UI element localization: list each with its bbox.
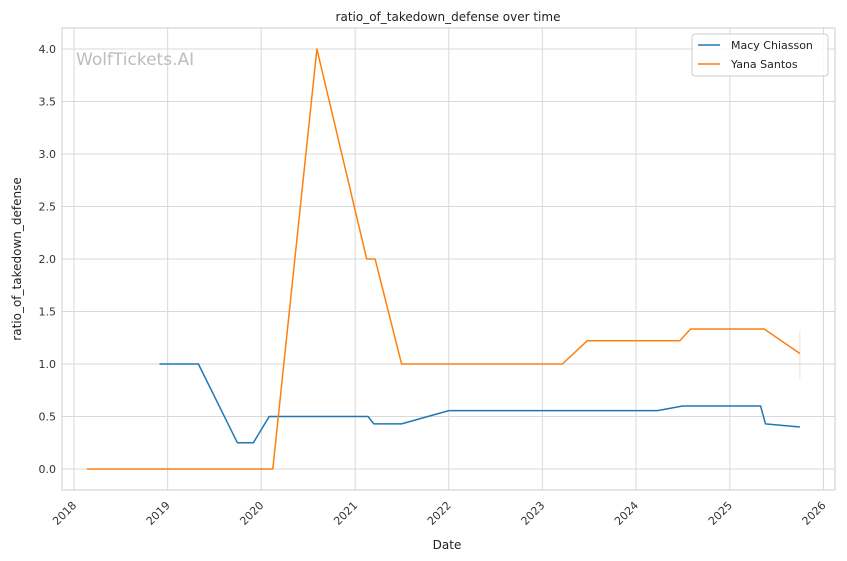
x-tick-label: 2023 [518, 499, 547, 528]
y-tick-label: 3.5 [39, 96, 57, 109]
watermark-logo: WolfTickets.AI [76, 50, 194, 70]
y-tick-label: 2.0 [39, 253, 57, 266]
x-tick-label: 2022 [425, 499, 454, 528]
series-layer [86, 48, 801, 470]
x-tick-label: 2018 [50, 499, 79, 528]
chart-title: ratio_of_takedown_defense over time [336, 10, 561, 24]
y-tick-label: 1.5 [39, 306, 57, 319]
y-tick-label: 3.0 [39, 148, 57, 161]
y-tick-label: 4.0 [39, 43, 57, 56]
x-axis-label: Date [433, 538, 462, 552]
y-tick-label: 2.5 [39, 201, 57, 214]
x-tick-label: 2024 [612, 499, 641, 528]
y-tick-label: 0.0 [39, 463, 57, 476]
x-tick-label: 2021 [331, 499, 360, 528]
legend-label-macy-chiasson: Macy Chiasson [731, 39, 813, 52]
legend: Macy Chiasson Yana Santos [691, 33, 829, 77]
tick-labels: 0.0 0.5 1.0 1.5 2.0 2.5 3.0 3.5 4.0 2018 2019 2020 2… [39, 43, 829, 528]
legend-label-yana-santos: Yana Santos [730, 58, 798, 71]
x-tick-label: 2019 [144, 499, 173, 528]
y-tick-label: 1.0 [39, 358, 57, 371]
series-line-yana-santos [86, 48, 801, 470]
series-line-macy-chiasson [159, 363, 800, 444]
y-tick-label: 0.5 [39, 411, 57, 424]
legend-box [691, 33, 829, 77]
grid [62, 28, 835, 490]
plot-area-frame [61, 27, 836, 491]
y-axis-label: ratio_of_takedown_defense [10, 177, 24, 340]
x-tick-label: 2025 [706, 499, 735, 528]
x-tick-label: 2026 [800, 499, 829, 528]
x-tick-label: 2020 [237, 499, 266, 528]
